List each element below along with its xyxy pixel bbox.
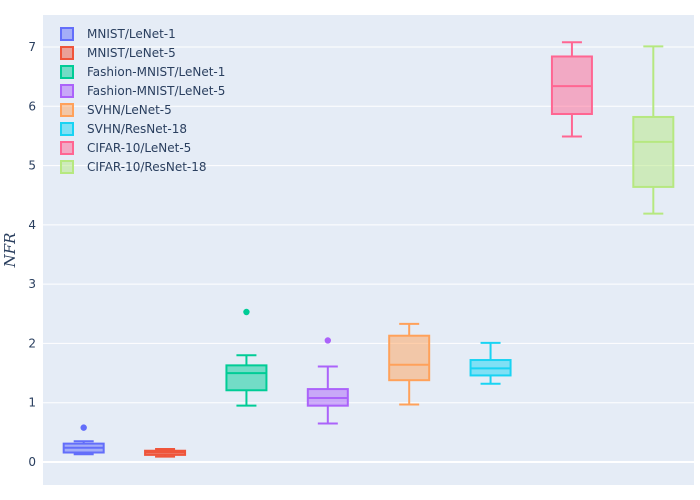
legend-item-6[interactable]: SVHN/ResNet-18 bbox=[60, 122, 187, 136]
y-tick-label: 6 bbox=[28, 99, 36, 113]
legend-swatch bbox=[60, 160, 74, 174]
box-series-8[interactable] bbox=[632, 45, 675, 215]
legend-label: CIFAR-10/ResNet-18 bbox=[87, 160, 207, 174]
y-tick-labels: 0 1 2 3 4 5 6 7 bbox=[28, 40, 36, 469]
box-series-7[interactable] bbox=[550, 41, 593, 138]
legend-item-2[interactable]: MNIST/LeNet-5 bbox=[60, 46, 176, 60]
legend-item-8[interactable]: CIFAR-10/ResNet-18 bbox=[60, 160, 207, 174]
legend-swatch bbox=[60, 122, 74, 136]
outlier-point[interactable] bbox=[243, 308, 250, 316]
y-tick-label: 0 bbox=[28, 455, 36, 469]
legend-label: Fashion-MNIST/LeNet-1 bbox=[87, 65, 225, 79]
legend-label: MNIST/LeNet-5 bbox=[87, 46, 176, 60]
box-series-2[interactable] bbox=[144, 447, 187, 458]
legend[interactable]: MNIST/LeNet-1 MNIST/LeNet-5 Fashion-MNIST/… bbox=[60, 27, 225, 174]
legend-item-3[interactable]: Fashion-MNIST/LeNet-1 bbox=[60, 65, 225, 79]
y-axis-title: NFR bbox=[1, 233, 19, 269]
legend-item-7[interactable]: CIFAR-10/LeNet-5 bbox=[60, 141, 191, 155]
legend-item-5[interactable]: SVHN/LeNet-5 bbox=[60, 103, 172, 117]
legend-swatch bbox=[60, 141, 74, 155]
y-tick-label: 3 bbox=[28, 277, 36, 291]
box-series-1[interactable] bbox=[62, 424, 105, 456]
outlier-point[interactable] bbox=[324, 337, 332, 344]
legend-label: SVHN/ResNet-18 bbox=[87, 122, 187, 136]
box-series-5[interactable] bbox=[388, 322, 431, 406]
legend-swatch bbox=[60, 84, 74, 98]
legend-label: CIFAR-10/LeNet-5 bbox=[87, 141, 191, 155]
legend-swatch bbox=[60, 65, 74, 79]
legend-item-1[interactable]: MNIST/LeNet-1 bbox=[60, 27, 176, 41]
box-series-6[interactable] bbox=[469, 341, 512, 385]
legend-swatch bbox=[60, 103, 74, 117]
legend-item-4[interactable]: Fashion-MNIST/LeNet-5 bbox=[60, 84, 225, 98]
legend-swatch bbox=[60, 46, 74, 60]
interquartile-box bbox=[632, 115, 675, 188]
legend-label: MNIST/LeNet-1 bbox=[87, 27, 176, 41]
legend-label: SVHN/LeNet-5 bbox=[87, 103, 172, 117]
y-tick-label: 5 bbox=[28, 159, 36, 173]
interquartile-box bbox=[225, 364, 268, 392]
y-tick-label: 2 bbox=[28, 336, 36, 350]
legend-swatch bbox=[60, 27, 74, 41]
y-tick-label: 1 bbox=[28, 396, 36, 410]
box-series-group bbox=[62, 41, 675, 458]
interquartile-box bbox=[388, 334, 431, 382]
box-series-4[interactable] bbox=[306, 337, 349, 425]
box-series-3[interactable] bbox=[225, 308, 268, 407]
outlier-point[interactable] bbox=[80, 424, 87, 431]
legend-label: Fashion-MNIST/LeNet-5 bbox=[87, 84, 225, 98]
y-tick-label: 4 bbox=[28, 218, 36, 232]
y-tick-label: 7 bbox=[28, 40, 36, 54]
